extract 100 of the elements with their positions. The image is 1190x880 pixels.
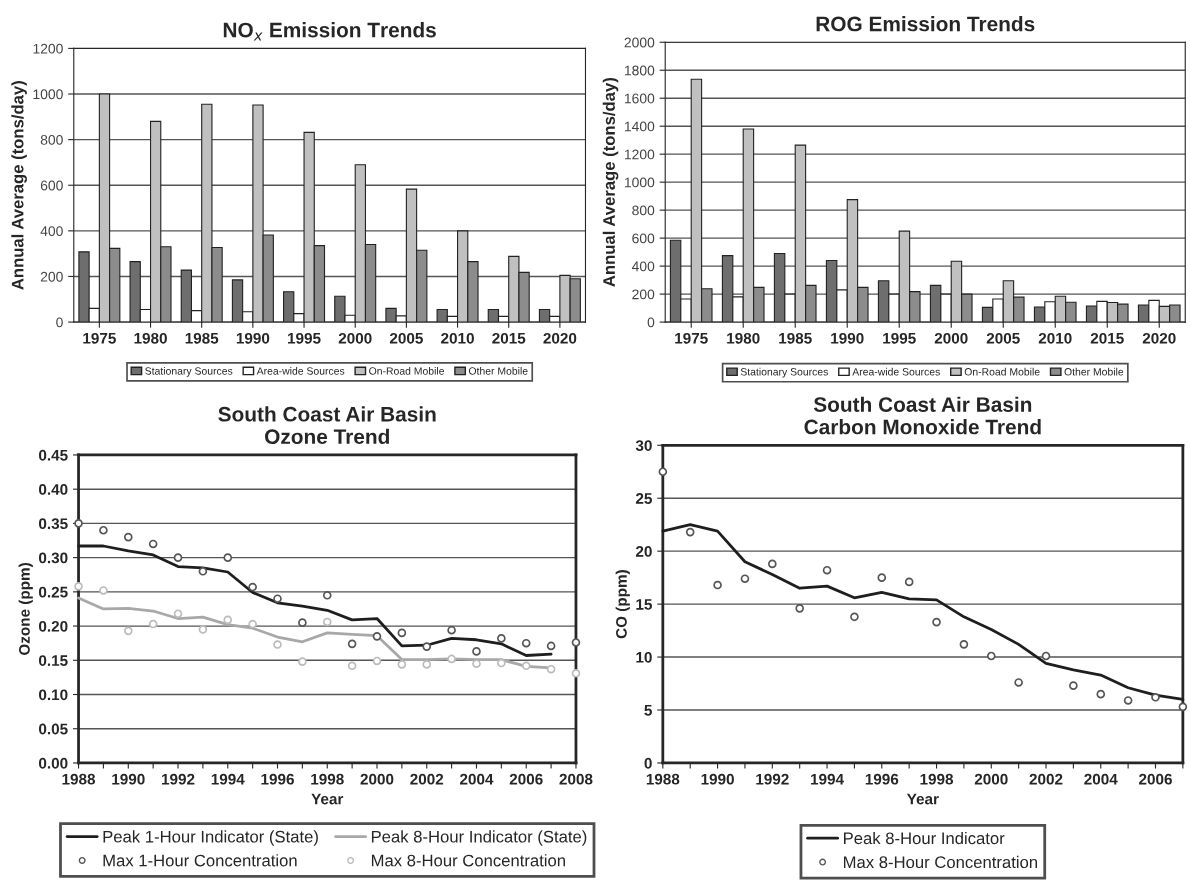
point bbox=[372, 632, 382, 641]
y-tick-label: 400 bbox=[40, 226, 63, 237]
y-tick-label: 0.35 bbox=[39, 518, 68, 530]
point bbox=[397, 660, 407, 669]
y-tick-label: 0 bbox=[644, 757, 652, 769]
y-tick-label: 0.15 bbox=[39, 655, 68, 666]
x-tick-label: 2004 bbox=[460, 773, 494, 785]
point bbox=[795, 604, 804, 613]
x-tick-label: 2000 bbox=[934, 332, 968, 344]
y-axis-title: Ozone (ppm) bbox=[18, 563, 33, 656]
y-tick-label: 1400 bbox=[624, 121, 655, 132]
point bbox=[877, 573, 887, 582]
x-tick-label: 2000 bbox=[338, 332, 372, 344]
point bbox=[986, 651, 996, 661]
y-tick-label: 0 bbox=[56, 317, 63, 328]
x-tick-label: 1990 bbox=[236, 332, 270, 344]
y-tick-label: 25 bbox=[635, 493, 652, 504]
point bbox=[298, 618, 307, 627]
point bbox=[932, 617, 941, 627]
point bbox=[472, 647, 481, 656]
legend-label: Peak 1-Hour Indicator (State) bbox=[103, 830, 318, 846]
x-tick-label: 2020 bbox=[543, 332, 577, 344]
legend-label: On-Road Mobile bbox=[369, 367, 445, 375]
point bbox=[497, 634, 506, 643]
point bbox=[123, 532, 133, 542]
point bbox=[273, 594, 282, 604]
point bbox=[372, 656, 382, 666]
y-tick-label: 1200 bbox=[624, 149, 655, 160]
legend-label: On-Road Mobile bbox=[964, 367, 1040, 376]
point bbox=[521, 638, 531, 648]
point bbox=[273, 640, 282, 649]
point bbox=[99, 586, 108, 595]
point bbox=[173, 609, 183, 619]
point bbox=[298, 657, 307, 666]
y-tick-label: 1000 bbox=[33, 89, 63, 100]
y-tick-label: 15 bbox=[636, 599, 652, 610]
x-tick-label: 1992 bbox=[756, 773, 789, 785]
chart-title: South Coast Air Basin Ozone Trend bbox=[218, 406, 436, 445]
point bbox=[422, 642, 432, 651]
chart-title: South Coast Air Basin Carbon Monoxide Trend bbox=[804, 396, 1041, 435]
legend-label: Max 1-Hour Concentration bbox=[103, 854, 297, 867]
legend-label: Max 8-Hour Concentration bbox=[843, 855, 1037, 869]
x-tick-label: 1990 bbox=[831, 332, 864, 344]
x-tick-label: 2002 bbox=[410, 773, 444, 785]
y-tick-label: 20 bbox=[635, 546, 652, 557]
x-tick-label: 1975 bbox=[83, 332, 116, 344]
point bbox=[1096, 689, 1106, 699]
x-tick-label: 1992 bbox=[161, 773, 195, 785]
x-tick-label: 2010 bbox=[1038, 332, 1072, 344]
point bbox=[497, 658, 506, 668]
y-tick-label: 0.45 bbox=[39, 449, 68, 461]
point bbox=[546, 641, 556, 651]
x-tick-label: 1985 bbox=[185, 332, 219, 344]
chart-title: ROG Emission Trends bbox=[816, 16, 1035, 32]
point bbox=[447, 654, 456, 664]
y-tick-label: 1000 bbox=[624, 177, 655, 188]
x-tick-label: 1988 bbox=[646, 773, 680, 785]
point bbox=[822, 565, 832, 575]
legend-label: Other Mobile bbox=[468, 367, 528, 375]
y-tick-label: 400 bbox=[631, 261, 655, 272]
legend-label: Other Mobile bbox=[1064, 367, 1124, 376]
point bbox=[1041, 651, 1051, 661]
point bbox=[347, 661, 357, 671]
point bbox=[1151, 692, 1160, 702]
x-tick-label: 2010 bbox=[441, 332, 474, 344]
y-tick-label: 200 bbox=[632, 289, 655, 300]
y-tick-label: 5 bbox=[644, 705, 652, 716]
point bbox=[447, 625, 456, 635]
x-tick-label: 2020 bbox=[1142, 332, 1176, 344]
x-tick-label: 1996 bbox=[865, 773, 899, 785]
legend-label: Max 8-Hour Concentration bbox=[371, 854, 565, 867]
point bbox=[546, 664, 556, 674]
y-tick-label: 600 bbox=[40, 180, 63, 191]
y-tick-label: 1200 bbox=[33, 43, 63, 54]
y-tick-label: 800 bbox=[632, 205, 655, 216]
point bbox=[713, 580, 722, 590]
y-tick-label: 0.00 bbox=[39, 757, 68, 769]
point bbox=[322, 590, 332, 600]
point bbox=[123, 626, 133, 636]
y-tick-label: 30 bbox=[635, 440, 652, 451]
legend-label: Peak 8-Hour Indicator bbox=[843, 831, 1005, 845]
point bbox=[422, 660, 432, 669]
x-axis-title: Year bbox=[906, 793, 939, 805]
x-tick-label: 1975 bbox=[675, 332, 708, 344]
point bbox=[148, 539, 158, 549]
x-tick-label: 2005 bbox=[389, 332, 423, 344]
legend-label: Area-wide Sources bbox=[852, 367, 940, 376]
y-tick-label: 0.10 bbox=[39, 689, 68, 701]
y-tick-label: 200 bbox=[40, 271, 63, 282]
y-axis-title: Annual Average (tons/day) bbox=[11, 81, 27, 290]
point bbox=[74, 582, 83, 591]
x-tick-label: 1998 bbox=[311, 773, 344, 785]
x-tick-label: 1990 bbox=[112, 773, 145, 785]
point bbox=[223, 553, 233, 562]
x-tick-label: 2002 bbox=[1029, 773, 1063, 785]
point bbox=[768, 559, 777, 569]
point bbox=[850, 612, 859, 622]
x-tick-label: 2006 bbox=[509, 773, 543, 785]
point bbox=[347, 639, 357, 649]
point bbox=[198, 625, 208, 634]
